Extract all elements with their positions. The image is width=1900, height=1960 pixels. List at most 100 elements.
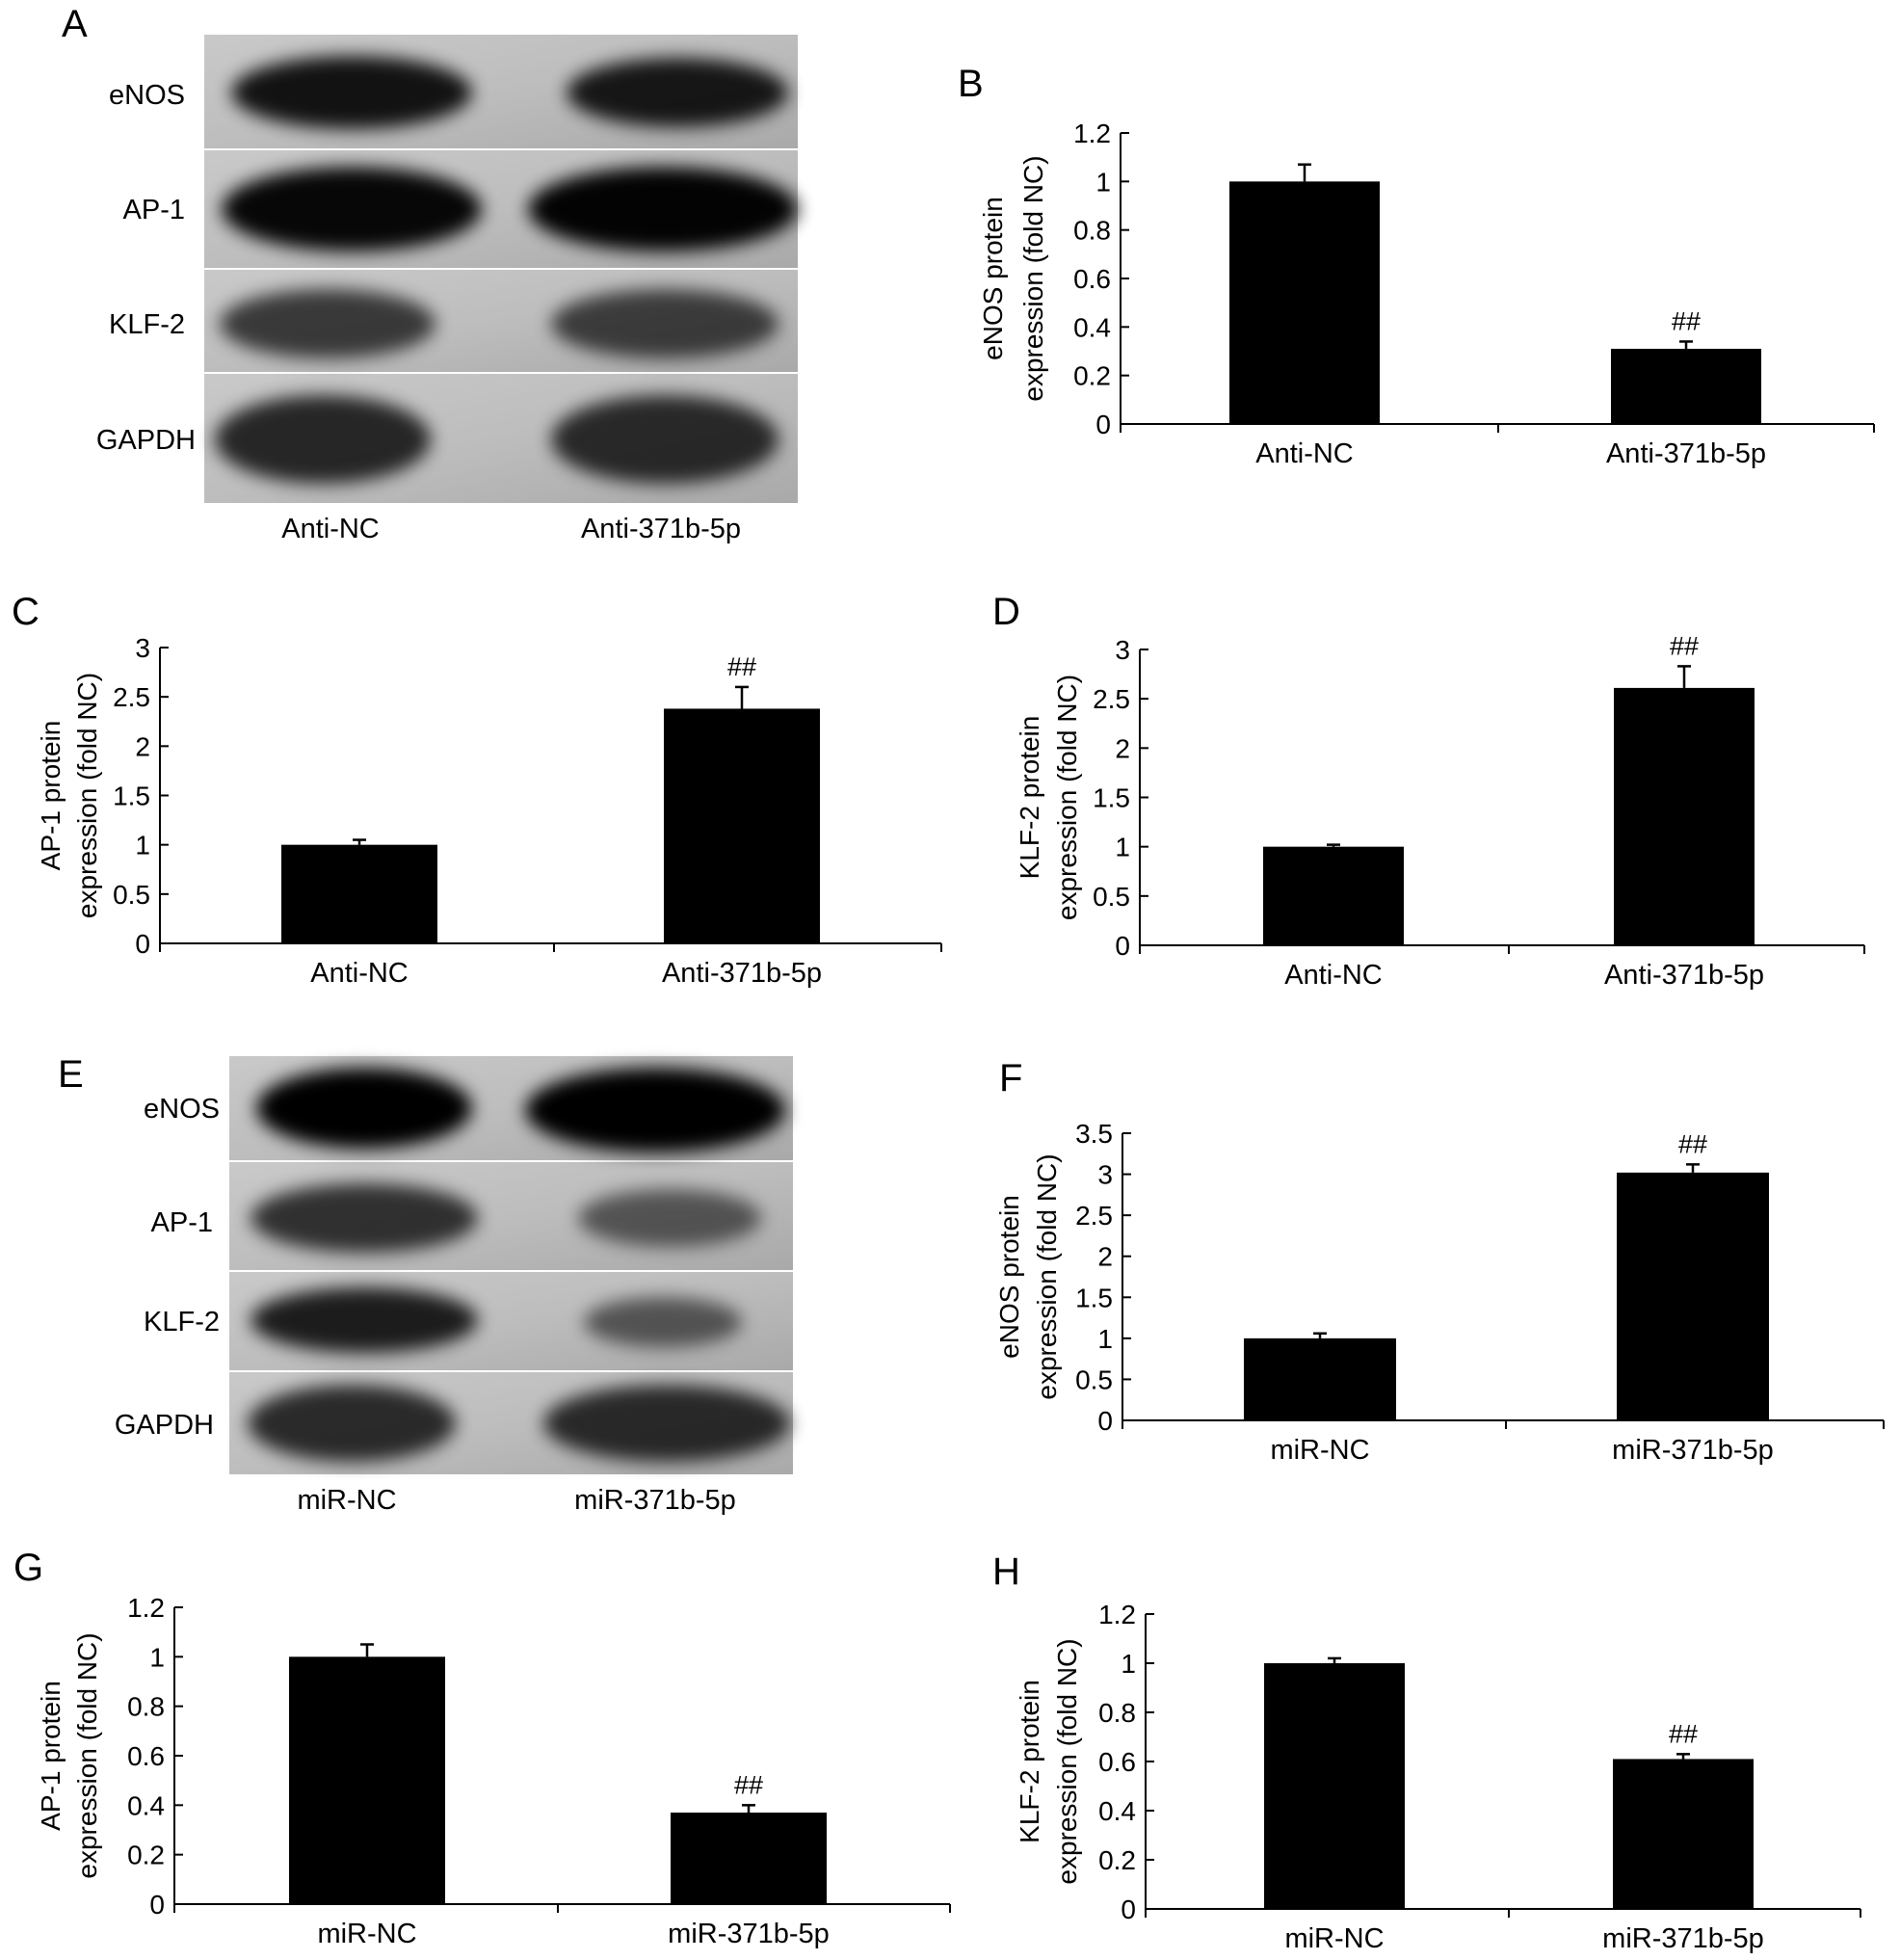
panel-e: E eNOS AP-1 KLF-2 GAPDH miR-NC miR-371b-… [58, 1053, 793, 1516]
y-axis-label-f-1: eNOS protein [994, 1195, 1024, 1359]
significance-f-2: ## [1678, 1129, 1707, 1158]
x-tick-label-g-1: miR-NC [317, 1919, 416, 1949]
y-tick-label-c-4: 2 [135, 731, 150, 761]
y-axis-label-g-2: expression (fold NC) [72, 1632, 102, 1878]
blot-a-band-ap1-2 [528, 167, 798, 252]
bar-f-2 [1617, 1172, 1769, 1420]
y-tick-label-f-3: 1.5 [1075, 1283, 1113, 1312]
y-tick-label-d-1: 0.5 [1093, 882, 1130, 912]
y-tick-label-h-0: 0 [1121, 1894, 1136, 1924]
blot-e-label-gapdh: GAPDH [115, 1410, 214, 1441]
x-tick-label-g-2: miR-371b-5p [668, 1919, 830, 1949]
x-tick-label-f-1: miR-NC [1270, 1435, 1369, 1466]
significance-h-2: ## [1669, 1719, 1698, 1748]
blot-e-band-klf2-2 [584, 1297, 742, 1347]
y-tick-label-b-2: 0.4 [1073, 312, 1111, 342]
bar-h-2 [1613, 1759, 1754, 1909]
y-tick-label-c-1: 0.5 [113, 880, 150, 910]
panel-letter-d: D [992, 591, 1020, 633]
bar-d-2 [1614, 687, 1755, 945]
y-tick-label-h-4: 0.8 [1098, 1698, 1136, 1728]
bar-g-1 [289, 1656, 445, 1904]
panel-letter-b: B [958, 63, 984, 105]
blot-e-label-enos: eNOS [144, 1094, 220, 1125]
y-tick-label-b-6: 1.2 [1073, 119, 1111, 148]
y-tick-label-b-4: 0.8 [1073, 216, 1111, 246]
y-tick-label-f-6: 3 [1097, 1160, 1113, 1190]
bar-f-1 [1244, 1338, 1396, 1420]
blot-a-label-ap1: AP-1 [123, 195, 185, 225]
panel-letter-a: A [62, 3, 88, 45]
panel-letter-g: G [13, 1547, 43, 1589]
y-tick-label-c-3: 1.5 [113, 781, 150, 811]
y-axis-label-d-2: expression (fold NC) [1052, 675, 1082, 920]
blot-e-lane-2: miR-371b-5p [574, 1485, 736, 1516]
bar-c-1 [281, 844, 437, 943]
x-tick-label-f-2: miR-371b-5p [1612, 1435, 1774, 1466]
y-tick-label-h-5: 1 [1121, 1649, 1136, 1679]
blot-a-band-ap1-1 [222, 167, 482, 252]
y-tick-label-g-0: 0 [149, 1890, 165, 1920]
bar-c-2 [664, 708, 820, 943]
x-tick-label-h-1: miR-NC [1284, 1923, 1384, 1954]
blot-a-band-klf2-2 [551, 289, 778, 358]
blot-e-band-ap1-1 [251, 1183, 478, 1253]
y-tick-label-b-5: 1 [1095, 167, 1111, 197]
blot-e-band-gapdh-2 [543, 1385, 790, 1462]
blot-e-label-klf2: KLF-2 [144, 1307, 220, 1338]
panel-letter-e: E [58, 1053, 84, 1096]
x-tick-label-c-2: Anti-371b-5p [662, 958, 822, 989]
y-tick-label-b-0: 0 [1095, 410, 1111, 439]
y-tick-label-f-4: 2 [1097, 1242, 1113, 1272]
y-axis-label-b-1: eNOS protein [978, 197, 1008, 360]
blot-e-band-enos-1 [256, 1068, 472, 1149]
blot-e-band-enos-2 [525, 1068, 785, 1152]
blot-a-label-enos: eNOS [109, 80, 185, 111]
y-axis-label-h-2: expression (fold NC) [1052, 1638, 1082, 1884]
y-tick-label-g-6: 1.2 [127, 1593, 165, 1623]
panel-letter-h: H [992, 1550, 1020, 1593]
y-tick-label-c-6: 3 [135, 633, 150, 663]
y-tick-label-f-1: 0.5 [1075, 1364, 1113, 1394]
y-tick-label-f-7: 3.5 [1075, 1119, 1113, 1149]
blot-e-band-gapdh-1 [248, 1385, 456, 1462]
blot-a-band-klf2-1 [220, 289, 435, 358]
chart-f: F 0 0.5 1 1.5 2 2.5 3 3.5 eNOS protein expression … [994, 1057, 1885, 1466]
y-tick-label-b-1: 0.2 [1073, 361, 1111, 391]
y-tick-label-c-5: 2.5 [113, 682, 150, 712]
y-tick-label-h-2: 0.4 [1098, 1796, 1136, 1826]
chart-b: B 0 0.2 0.4 0.6 0.8 1 1.2 eNOS protein expression… [958, 63, 1875, 469]
y-tick-label-f-5: 2.5 [1075, 1201, 1113, 1231]
blot-e: eNOS AP-1 KLF-2 GAPDH miR-NC miR-371b-5p [115, 1056, 793, 1516]
y-axis-label-c-2: expression (fold NC) [72, 673, 102, 918]
y-tick-label-g-5: 1 [149, 1642, 165, 1672]
bar-b-2 [1611, 348, 1761, 424]
panel-letter-f: F [999, 1057, 1022, 1099]
blot-a-label-klf2: KLF-2 [109, 309, 185, 340]
y-tick-label-d-4: 2 [1115, 733, 1130, 763]
x-tick-label-b-1: Anti-NC [1255, 438, 1354, 469]
y-tick-label-c-0: 0 [135, 929, 150, 959]
chart-h: H 0 0.2 0.4 0.6 0.8 1 1.2 KLF-2 protein expressio… [992, 1550, 1861, 1954]
x-tick-label-d-1: Anti-NC [1284, 960, 1383, 991]
significance-g-2: ## [734, 1770, 763, 1799]
blot-a-band-gapdh-2 [551, 395, 778, 484]
chart-d: D 0 0.5 1 1.5 2 2.5 3 KLF-2 protein expression (f… [992, 591, 1865, 991]
blot-a-band-enos-2 [567, 58, 788, 127]
y-axis-label-b-2: expression (fold NC) [1018, 155, 1048, 401]
y-tick-label-d-2: 1 [1115, 833, 1130, 862]
bar-h-1 [1264, 1663, 1405, 1909]
blot-e-band-klf2-1 [251, 1287, 478, 1353]
x-tick-label-h-2: miR-371b-5p [1602, 1923, 1764, 1954]
y-axis-label-f-2: expression (fold NC) [1032, 1153, 1062, 1399]
chart-c: C 0 0.5 1 1.5 2 2.5 3 AP-1 protein expression (fo… [12, 591, 942, 989]
bar-b-1 [1229, 181, 1380, 424]
significance-c-2: ## [727, 652, 756, 681]
y-tick-label-f-2: 1 [1097, 1324, 1113, 1354]
y-axis-label-c-1: AP-1 protein [36, 721, 66, 871]
y-tick-label-d-6: 3 [1115, 635, 1130, 665]
y-tick-label-b-3: 0.6 [1073, 264, 1111, 294]
chart-g: G 0 0.2 0.4 0.6 0.8 1 1.2 AP-1 protein expression… [13, 1547, 951, 1949]
y-tick-label-d-3: 1.5 [1093, 783, 1130, 813]
